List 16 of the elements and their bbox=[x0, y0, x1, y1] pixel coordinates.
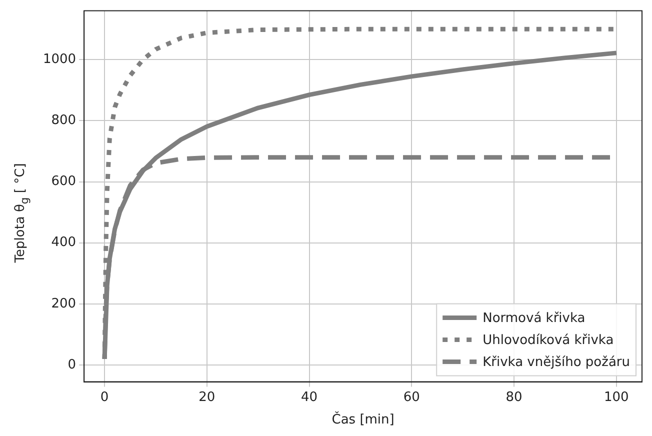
y-tick-label: 600 bbox=[51, 174, 76, 190]
x-tick-label: 60 bbox=[403, 390, 420, 405]
y-tick-label: 1000 bbox=[42, 52, 76, 68]
y-tick-label: 200 bbox=[51, 296, 76, 312]
x-tick-label: 80 bbox=[506, 390, 522, 405]
legend-label: Uhlovodíková křivka bbox=[482, 333, 614, 348]
y-tick-label: 800 bbox=[51, 113, 76, 128]
legend-label: Křivka vnějšího požáru bbox=[482, 355, 630, 370]
x-tick-label: 0 bbox=[100, 390, 109, 405]
y-tick-label: 400 bbox=[51, 235, 76, 250]
x-tick-label: 40 bbox=[301, 390, 318, 405]
y-tick-label: 0 bbox=[68, 357, 76, 372]
x-tick-label: 20 bbox=[198, 390, 216, 405]
legend-label: Normová křivka bbox=[482, 311, 586, 326]
x-tick-label: 100 bbox=[604, 390, 629, 405]
x-axis-title: Čas [min] bbox=[332, 410, 394, 428]
